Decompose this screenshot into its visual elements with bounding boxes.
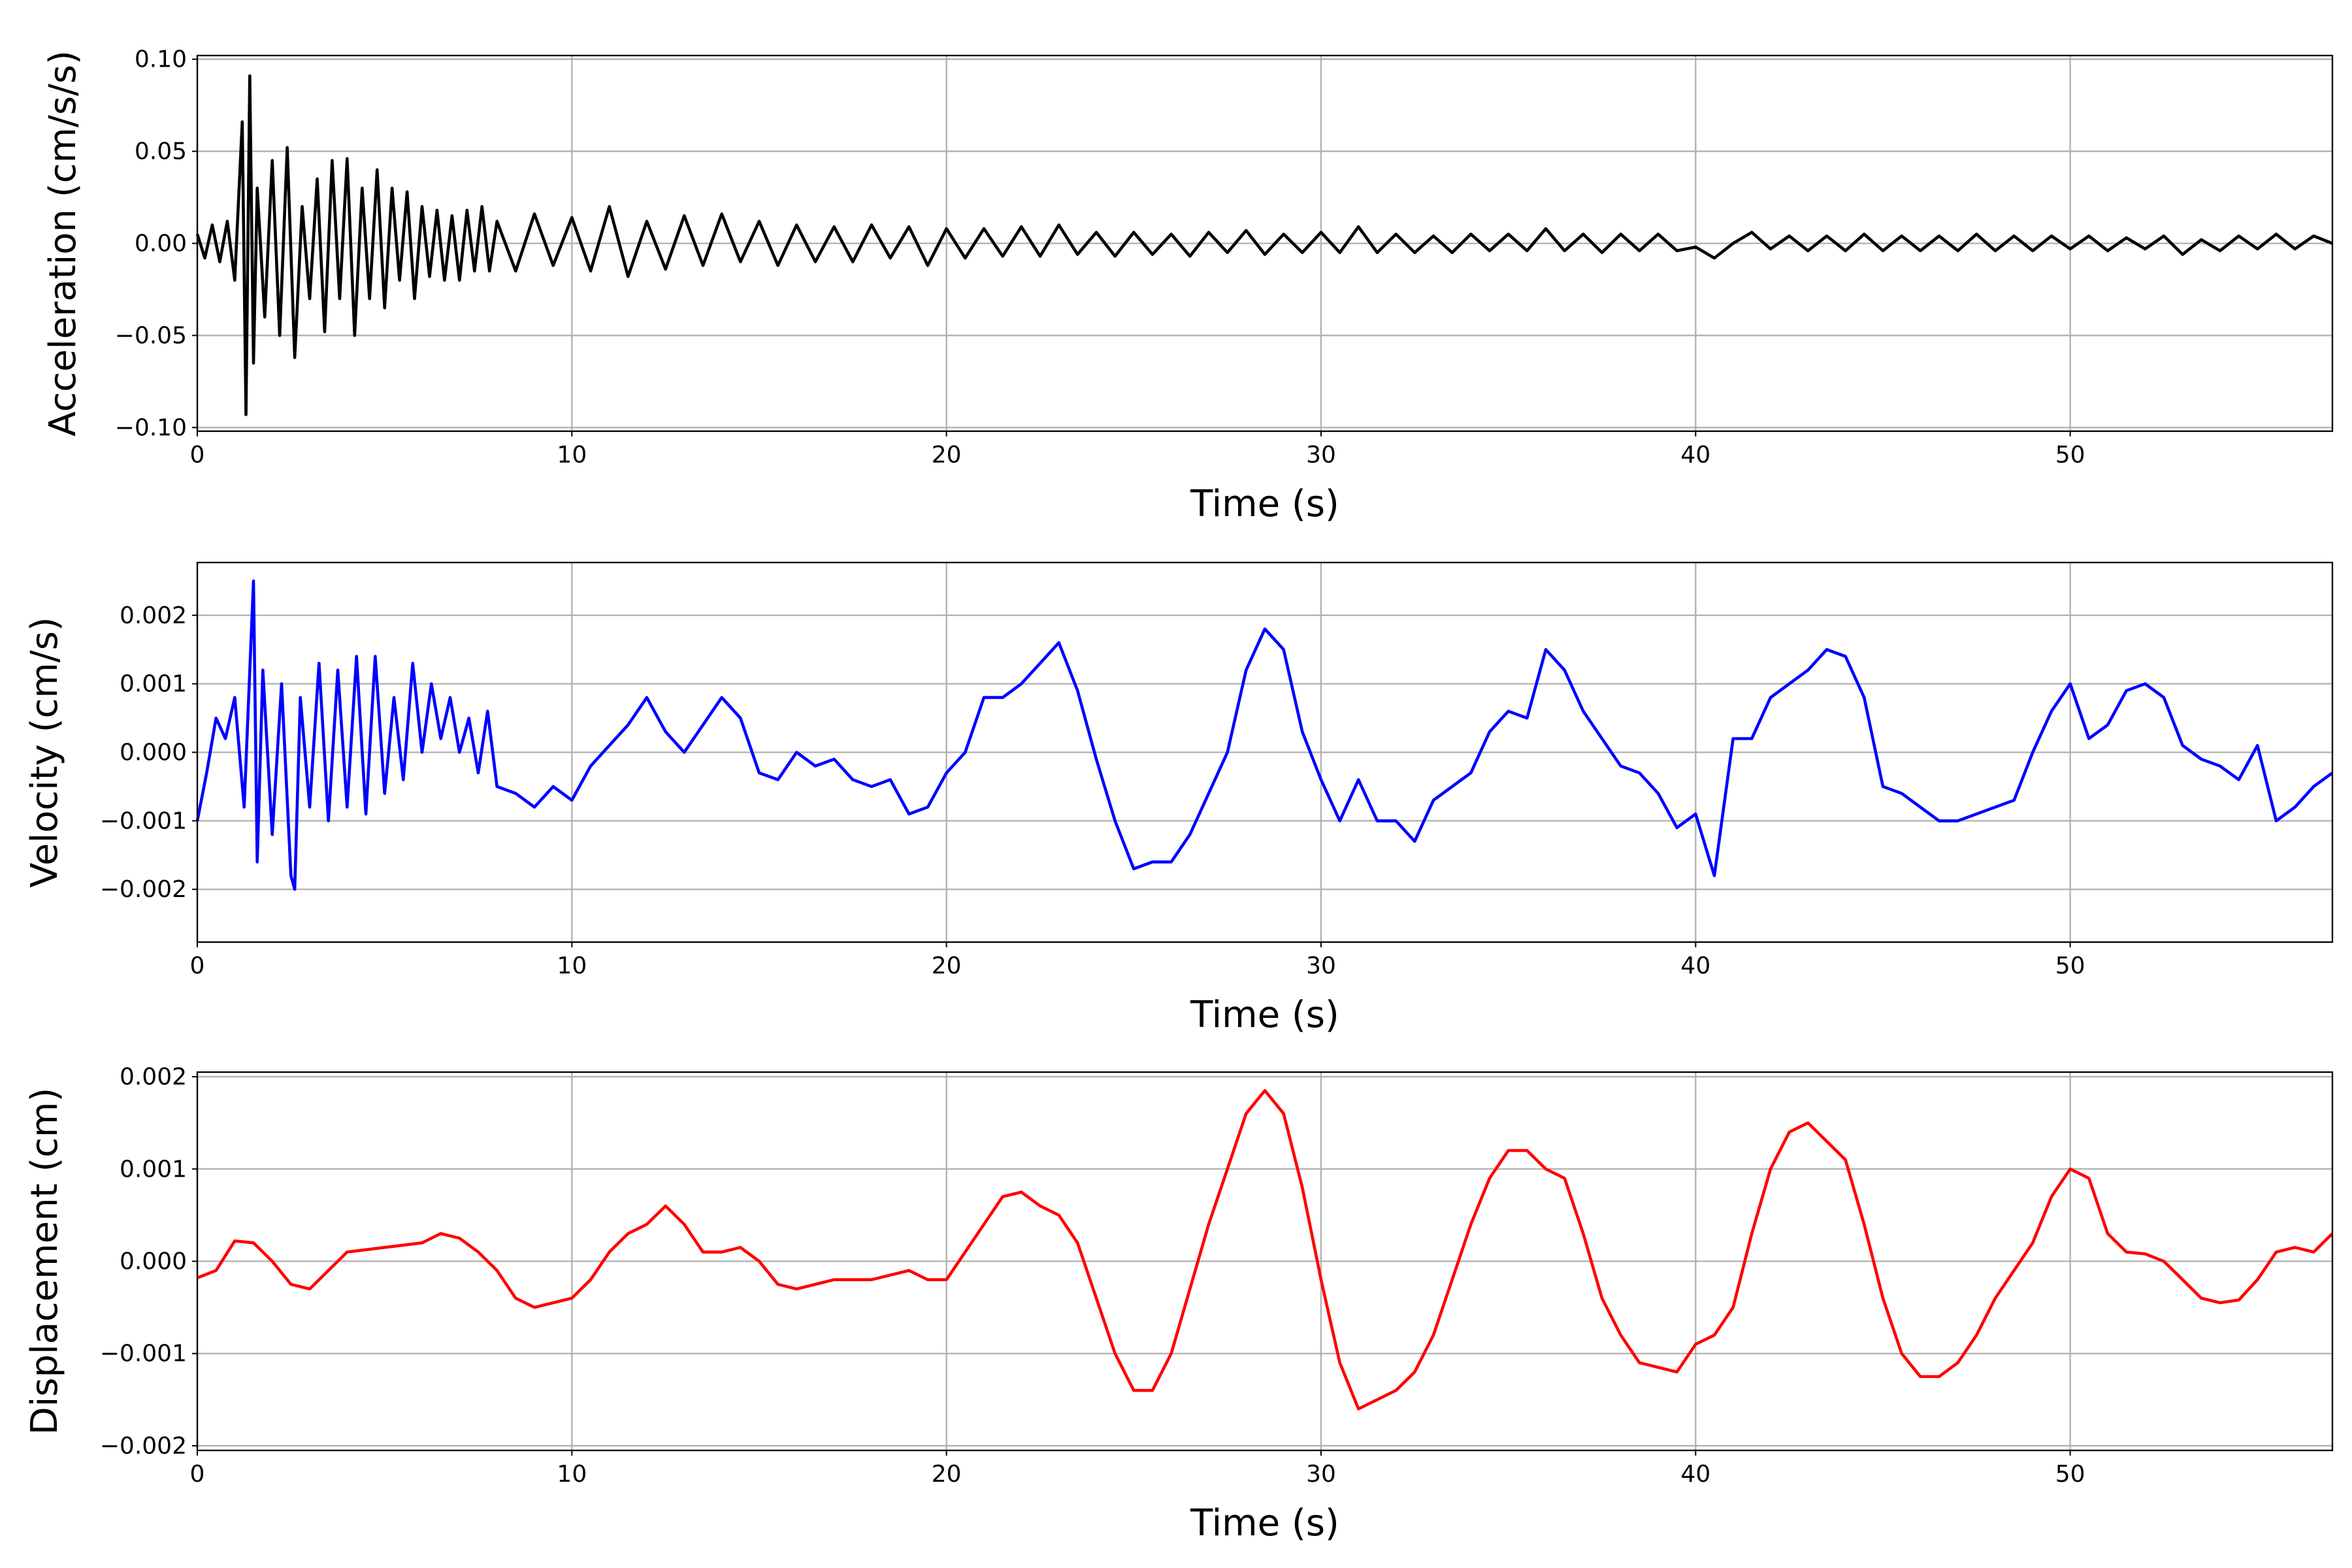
y-tick-label: −0.05 <box>115 322 187 349</box>
x-tick-label: 10 <box>557 442 587 468</box>
x-axis-label: Time (s) <box>1190 994 1339 1036</box>
y-tick-label: −0.10 <box>115 414 187 441</box>
x-tick-label: 30 <box>1306 1461 1336 1488</box>
y-tick-label: 0.001 <box>120 1156 187 1183</box>
series-line <box>197 1088 2334 1411</box>
y-tick-label: −0.001 <box>100 1341 187 1367</box>
x-axis-label: Time (s) <box>1190 483 1339 525</box>
axes-frame <box>196 54 2334 433</box>
y-axis-label: Displacement (cm) <box>24 1088 66 1435</box>
y-tick-label: −0.001 <box>100 808 187 834</box>
series-line <box>195 580 2334 891</box>
series-line <box>195 74 2333 416</box>
x-tick-label: 20 <box>932 1461 962 1488</box>
y-tick-label: 0.10 <box>135 46 187 73</box>
x-tick-label: 0 <box>190 953 205 979</box>
x-axis-label: Time (s) <box>1190 1502 1339 1544</box>
axes-frame <box>196 561 2334 943</box>
y-tick-label: 0.000 <box>120 1249 187 1275</box>
y-tick-label: 0.05 <box>135 139 187 165</box>
x-tick-label: 40 <box>1680 953 1710 979</box>
x-tick-label: 10 <box>557 953 587 979</box>
subplot-1: 0 10 20 30 40 50 −0.10 −0.05 0.00 0.05 0.10 Time (s… <box>42 46 2334 525</box>
x-tick-label: 10 <box>557 1461 587 1488</box>
y-tick-label: −0.002 <box>100 876 187 903</box>
x-tick-label: 0 <box>190 442 205 468</box>
subplot-2: 0 10 20 30 40 50 −0.002 −0.001 0.000 0.001 0.002 Ti… <box>24 561 2334 1036</box>
subplot-3: 0 10 20 30 40 50 −0.002 −0.001 0.000 0.001 0.002 Ti… <box>24 1064 2334 1544</box>
x-tick-label: 50 <box>2055 442 2085 468</box>
y-tick-label: 0.002 <box>120 602 187 629</box>
y-axis-label: Acceleration (cm/s/s) <box>42 50 84 436</box>
x-tick-label: 0 <box>190 1461 205 1488</box>
x-tick-label: 30 <box>1306 953 1336 979</box>
y-tick-label: 0.001 <box>120 671 187 698</box>
axes-frame <box>196 1071 2334 1452</box>
x-tick-label: 40 <box>1680 1461 1710 1488</box>
x-tick-label: 30 <box>1306 442 1336 468</box>
x-tick-label: 20 <box>932 442 962 468</box>
y-tick-label: −0.002 <box>100 1433 187 1460</box>
y-tick-label: 0.002 <box>120 1064 187 1090</box>
x-tick-label: 50 <box>2055 953 2085 979</box>
x-tick-label: 40 <box>1680 442 1710 468</box>
x-tick-label: 20 <box>932 953 962 979</box>
x-tick-label: 50 <box>2055 1461 2085 1488</box>
y-tick-label: 0.000 <box>120 740 187 766</box>
y-axis-label: Velocity (cm/s) <box>24 617 66 888</box>
y-tick-label: 0.00 <box>135 231 187 257</box>
